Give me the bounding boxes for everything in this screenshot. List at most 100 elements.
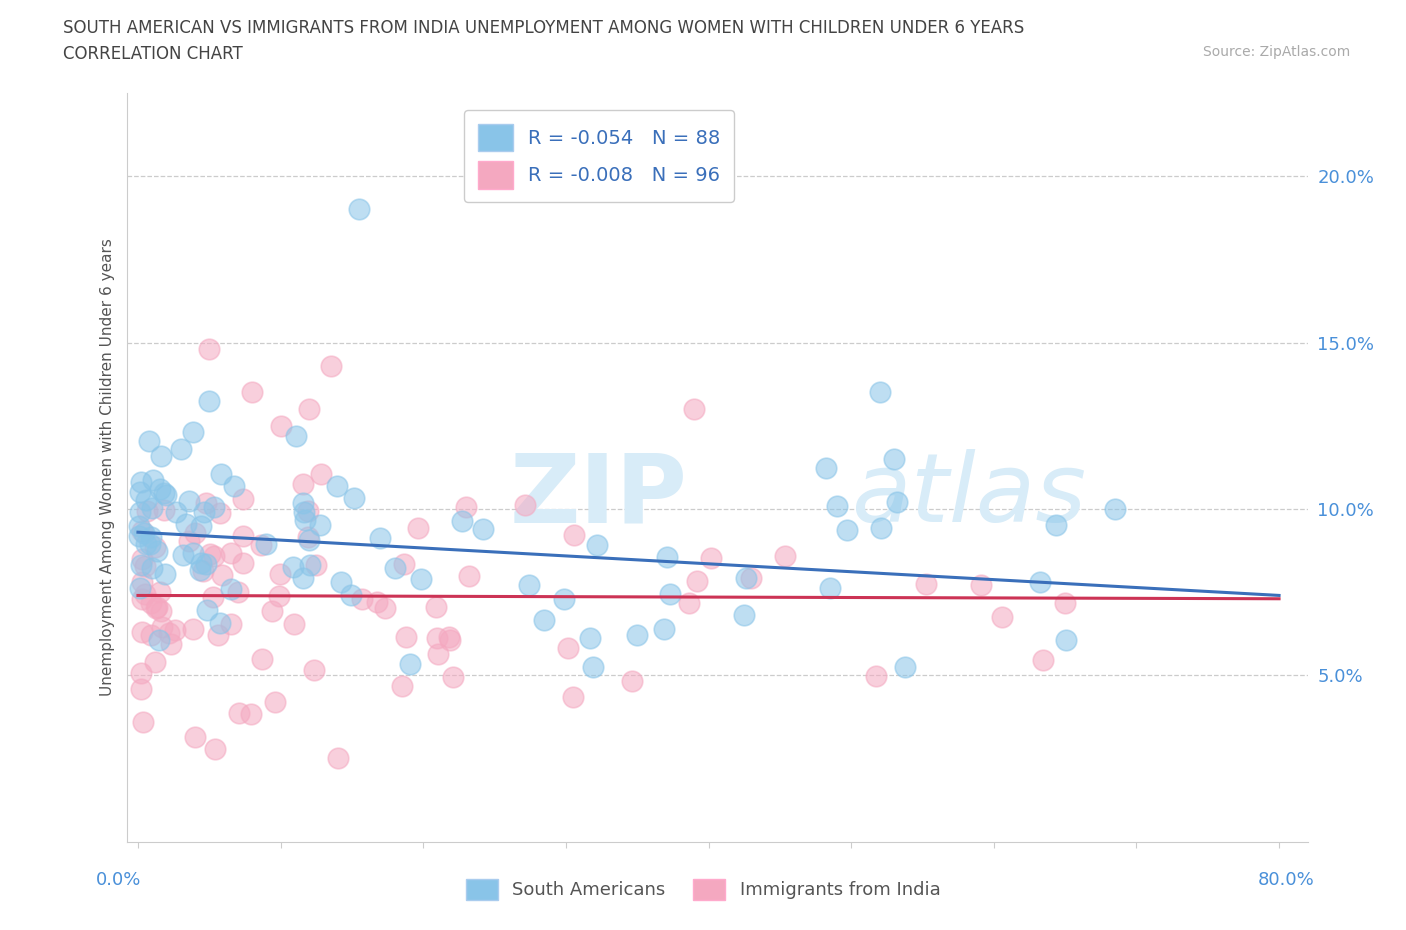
Point bbox=[326, 751, 349, 766]
Point bbox=[198, 393, 221, 408]
Point bbox=[269, 566, 291, 581]
Point bbox=[439, 630, 461, 644]
Point bbox=[141, 500, 163, 515]
Point bbox=[292, 505, 315, 520]
Point bbox=[298, 558, 321, 573]
Point bbox=[557, 641, 579, 656]
Point bbox=[827, 498, 849, 513]
Point bbox=[270, 418, 292, 433]
Point bbox=[264, 695, 287, 710]
Point bbox=[302, 662, 325, 677]
Point bbox=[149, 584, 172, 599]
Point bbox=[835, 523, 858, 538]
Point bbox=[533, 612, 555, 627]
Text: 80.0%: 80.0% bbox=[1258, 871, 1315, 889]
Point bbox=[202, 548, 225, 563]
Point bbox=[870, 521, 893, 536]
Point bbox=[454, 500, 477, 515]
Point bbox=[439, 633, 461, 648]
Point bbox=[198, 341, 221, 356]
Point bbox=[149, 482, 172, 497]
Point bbox=[409, 572, 432, 587]
Point bbox=[391, 679, 413, 694]
Point bbox=[384, 561, 406, 576]
Point bbox=[150, 619, 173, 634]
Y-axis label: Unemployment Among Women with Children Under 6 years: Unemployment Among Women with Children U… bbox=[100, 238, 115, 697]
Point bbox=[586, 538, 609, 552]
Point bbox=[134, 559, 156, 574]
Point bbox=[399, 657, 422, 671]
Point bbox=[339, 588, 361, 603]
Point bbox=[260, 604, 283, 618]
Point bbox=[1032, 653, 1054, 668]
Point bbox=[129, 475, 152, 490]
Point bbox=[740, 571, 762, 586]
Point bbox=[159, 626, 181, 641]
Point bbox=[427, 647, 450, 662]
Point bbox=[202, 500, 225, 515]
Point bbox=[232, 555, 254, 570]
Point bbox=[914, 577, 936, 591]
Point bbox=[686, 574, 709, 589]
Point bbox=[240, 385, 263, 400]
Point bbox=[170, 442, 193, 457]
Point bbox=[564, 528, 586, 543]
Text: SOUTH AMERICAN VS IMMIGRANTS FROM INDIA UNEMPLOYMENT AMONG WOMEN WITH CHILDREN U: SOUTH AMERICAN VS IMMIGRANTS FROM INDIA … bbox=[63, 19, 1025, 36]
Point bbox=[132, 714, 155, 729]
Point bbox=[1029, 575, 1052, 590]
Point bbox=[183, 526, 205, 541]
Point bbox=[297, 530, 319, 545]
Point bbox=[304, 557, 326, 572]
Point bbox=[194, 496, 217, 511]
Point bbox=[519, 578, 541, 592]
Point bbox=[181, 425, 204, 440]
Point bbox=[131, 625, 153, 640]
Point bbox=[254, 537, 277, 551]
Point bbox=[209, 506, 232, 521]
Point bbox=[139, 537, 162, 551]
Point bbox=[228, 706, 250, 721]
Point bbox=[395, 630, 418, 644]
Point bbox=[153, 485, 176, 500]
Point bbox=[814, 460, 837, 475]
Point bbox=[886, 495, 908, 510]
Point bbox=[250, 538, 273, 552]
Point bbox=[209, 466, 232, 481]
Point bbox=[1053, 596, 1076, 611]
Point bbox=[146, 544, 169, 559]
Point bbox=[394, 556, 416, 571]
Point bbox=[865, 669, 887, 684]
Point bbox=[211, 568, 233, 583]
Point bbox=[129, 682, 152, 697]
Point bbox=[129, 505, 152, 520]
Point bbox=[143, 539, 166, 554]
Point bbox=[207, 628, 229, 643]
Point bbox=[284, 429, 307, 444]
Point bbox=[232, 528, 254, 543]
Point bbox=[682, 402, 704, 417]
Point bbox=[128, 528, 150, 543]
Point bbox=[226, 584, 249, 599]
Point bbox=[135, 492, 157, 507]
Point bbox=[1054, 632, 1077, 647]
Point bbox=[283, 617, 305, 631]
Point bbox=[239, 706, 262, 721]
Point bbox=[190, 519, 212, 534]
Point bbox=[298, 533, 321, 548]
Point bbox=[319, 358, 342, 373]
Point bbox=[139, 595, 162, 610]
Point bbox=[139, 530, 162, 545]
Point bbox=[160, 636, 183, 651]
Point bbox=[561, 690, 583, 705]
Point bbox=[252, 652, 274, 667]
Point bbox=[142, 472, 165, 487]
Point bbox=[153, 566, 176, 581]
Point bbox=[657, 549, 679, 564]
Point bbox=[443, 669, 465, 684]
Point bbox=[221, 582, 243, 597]
Point bbox=[425, 599, 447, 614]
Point bbox=[135, 537, 157, 551]
Point bbox=[195, 603, 218, 618]
Point bbox=[366, 595, 388, 610]
Point bbox=[773, 549, 796, 564]
